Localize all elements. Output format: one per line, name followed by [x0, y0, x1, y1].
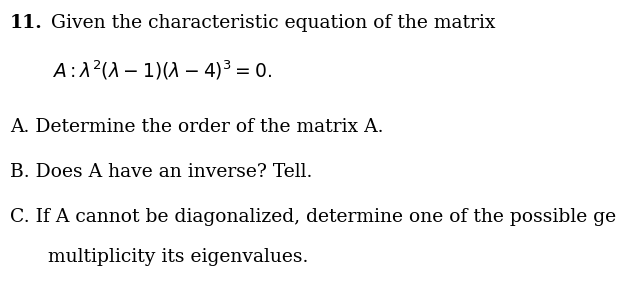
- Text: multiplicity its eigenvalues.: multiplicity its eigenvalues.: [48, 248, 308, 266]
- Text: 11.: 11.: [10, 14, 43, 32]
- Text: $A: \lambda^2(\lambda - 1)(\lambda - 4)^3 = 0.$: $A: \lambda^2(\lambda - 1)(\lambda - 4)^…: [52, 58, 272, 81]
- Text: Given the characteristic equation of the matrix: Given the characteristic equation of the…: [45, 14, 495, 32]
- Text: B. Does A have an inverse? Tell.: B. Does A have an inverse? Tell.: [10, 163, 312, 181]
- Text: A. Determine the order of the matrix A.: A. Determine the order of the matrix A.: [10, 118, 384, 136]
- Text: C. If A cannot be diagonalized, determine one of the possible geometric: C. If A cannot be diagonalized, determin…: [10, 208, 617, 226]
